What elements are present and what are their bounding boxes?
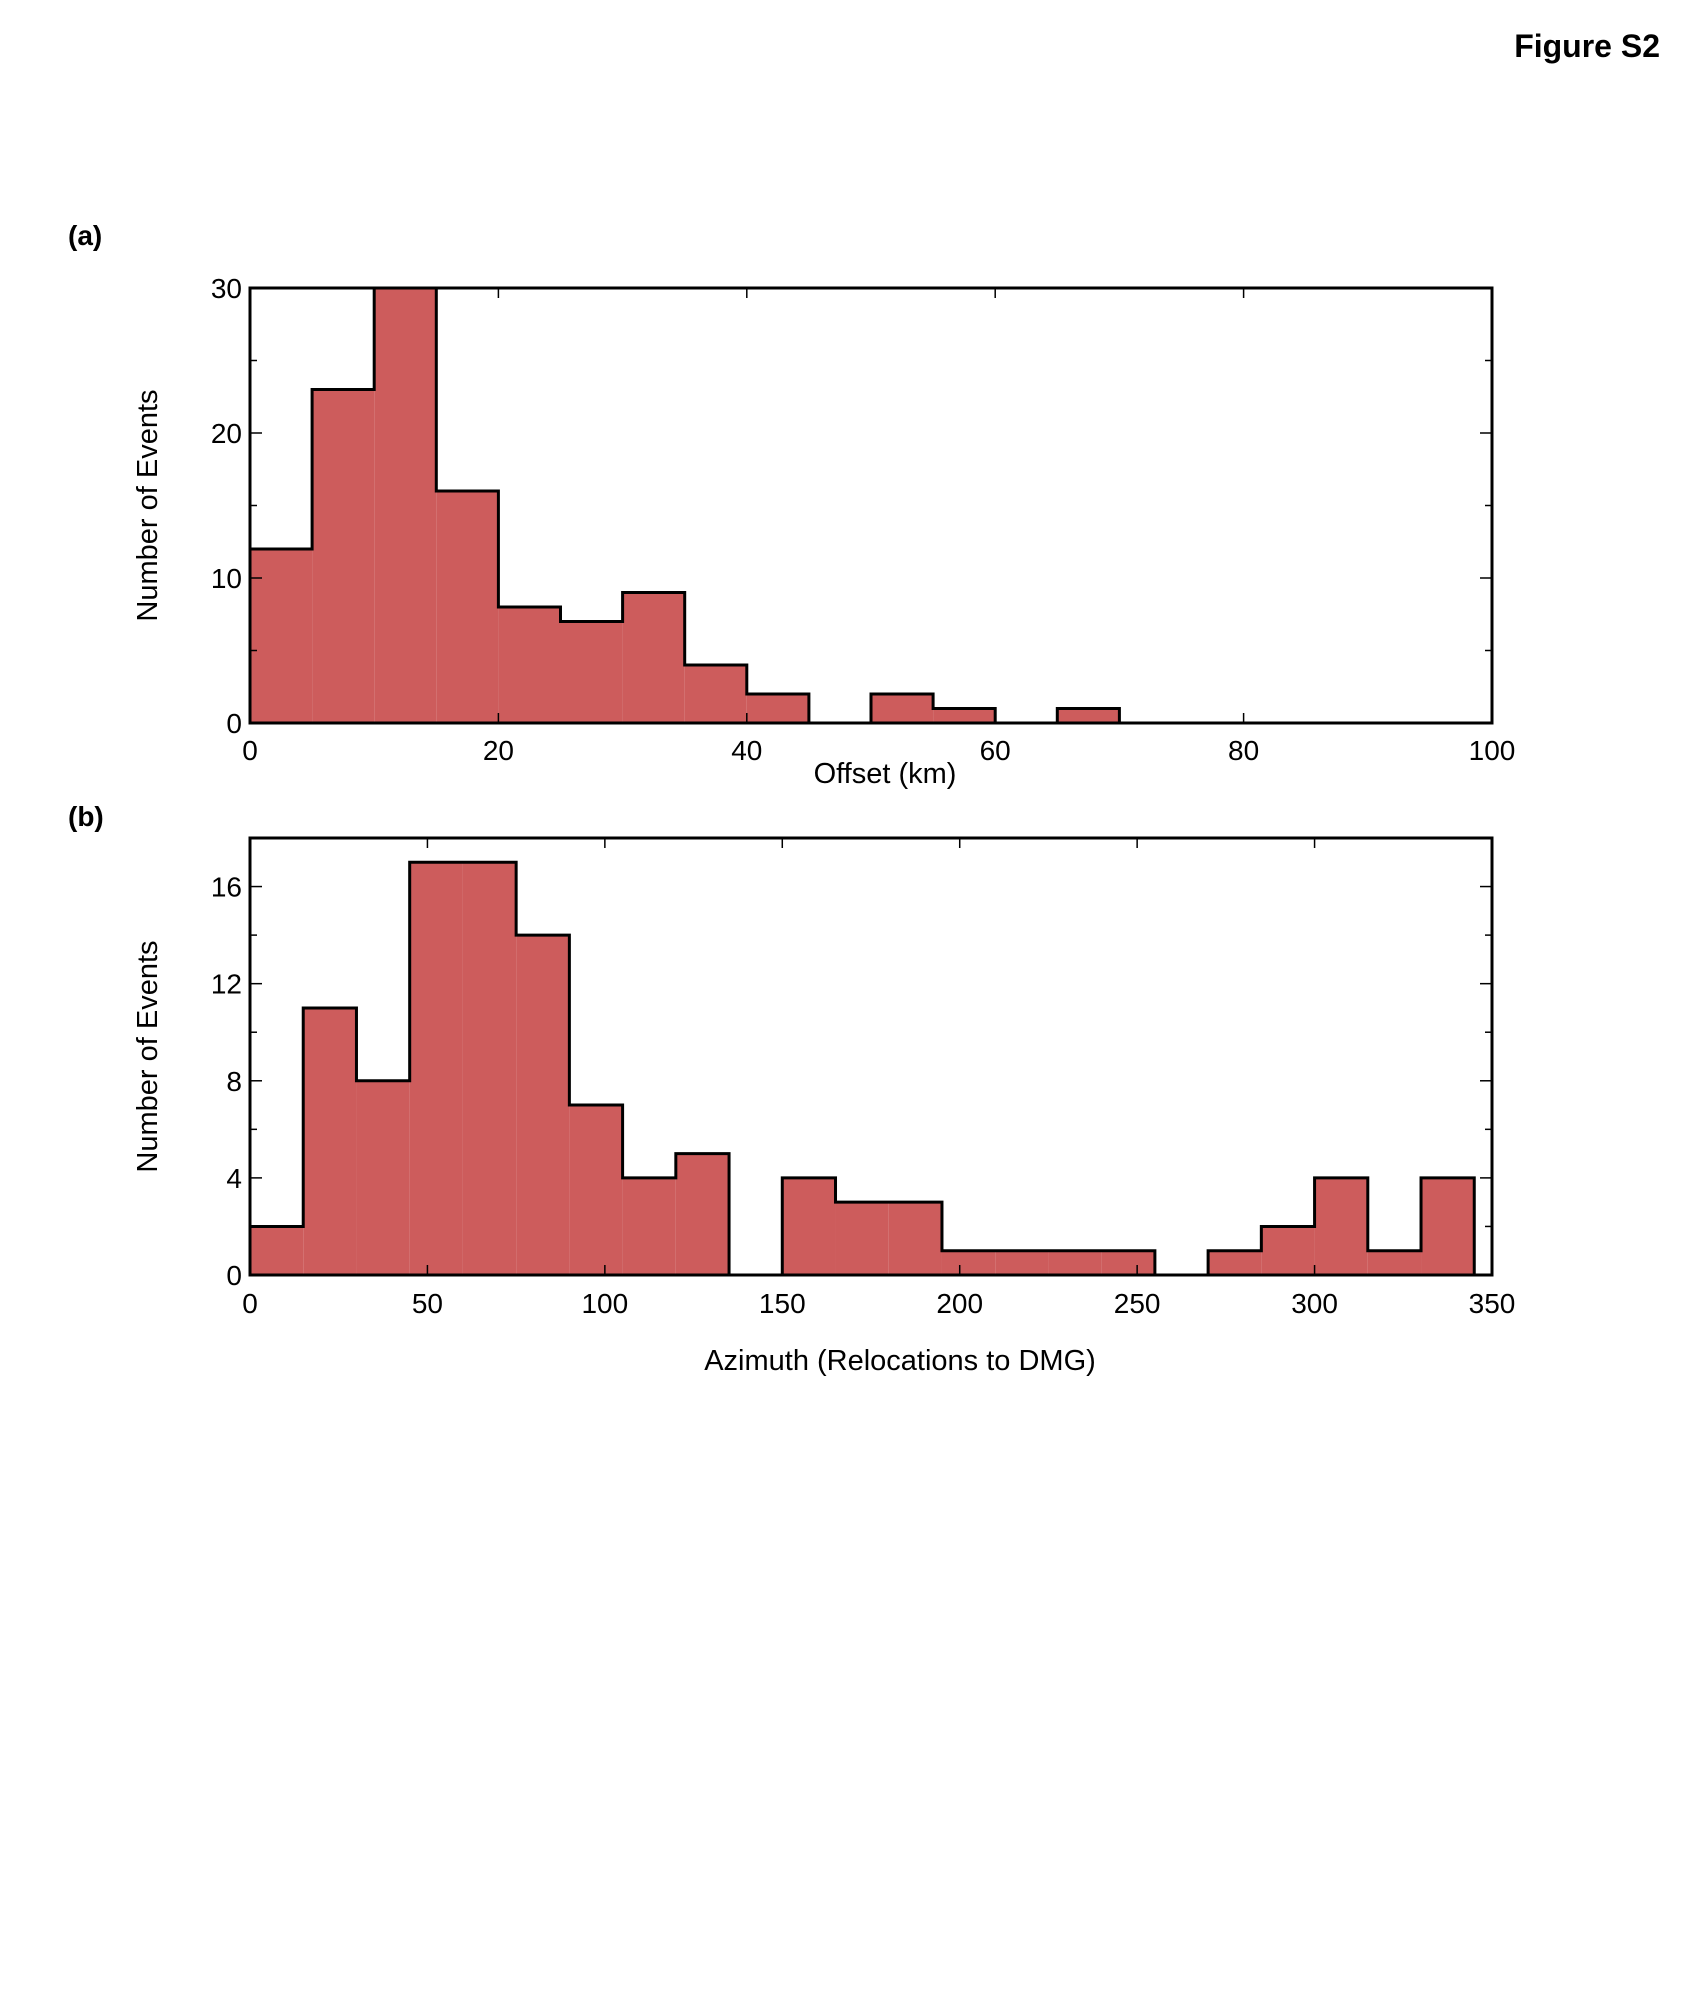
histogram-bar: [685, 665, 747, 723]
histogram-bar: [623, 1178, 676, 1275]
histogram-bar: [1102, 1251, 1155, 1275]
histogram-bar: [516, 935, 569, 1275]
panel-label: (b): [68, 801, 104, 832]
histogram-bar: [747, 694, 809, 723]
histogram-bar: [933, 709, 995, 724]
x-tick-label: 100: [1469, 735, 1516, 766]
histogram-bar: [374, 288, 436, 723]
x-tick-label: 0: [242, 1288, 258, 1319]
histogram-bar: [889, 1202, 942, 1275]
histogram-bar: [871, 694, 933, 723]
histogram-bar: [250, 1226, 303, 1275]
histogram-bar: [942, 1251, 995, 1275]
histogram-bar: [312, 390, 374, 724]
x-tick-label: 300: [1291, 1288, 1338, 1319]
x-tick-label: 0: [242, 735, 258, 766]
histogram-bar: [1261, 1226, 1314, 1275]
x-tick-label: 350: [1469, 1288, 1516, 1319]
panel-a: 0 20 40 60 80 100 0 10 20 30 Offset (km) Number of …: [68, 220, 1515, 790]
histogram-bar: [250, 549, 312, 723]
histogram-bar: [561, 622, 623, 724]
histogram-bar: [1057, 709, 1119, 724]
histogram-bar: [410, 862, 463, 1275]
histogram-bar: [356, 1081, 409, 1275]
y-axis-label: Number of Events: [132, 389, 164, 621]
y-tick-label: 0: [226, 708, 242, 739]
y-tick-label: 8: [226, 1066, 242, 1097]
y-tick-label: 4: [226, 1163, 242, 1194]
x-tick-label: 60: [980, 735, 1011, 766]
x-tick-label: 20: [483, 735, 514, 766]
histogram-bar: [463, 862, 516, 1275]
histogram-bar: [1048, 1251, 1101, 1275]
histogram-bar: [436, 491, 498, 723]
histogram-bar: [303, 1008, 356, 1275]
histogram-bar: [1368, 1251, 1421, 1275]
x-axis-label: Azimuth (Relocations to DMG): [704, 1345, 1096, 1377]
x-tick-label: 200: [936, 1288, 983, 1319]
histogram-bar: [995, 1251, 1048, 1275]
panel-label: (a): [68, 220, 102, 251]
histogram-bar: [1421, 1178, 1474, 1275]
x-axis-label: Offset (km): [814, 758, 957, 790]
histogram-bar: [836, 1202, 889, 1275]
x-tick-label: 40: [731, 735, 762, 766]
y-tick-label: 12: [211, 969, 242, 1000]
x-tick-label: 80: [1228, 735, 1259, 766]
histogram-bar: [676, 1154, 729, 1275]
x-tick-label: 100: [581, 1288, 628, 1319]
y-tick-label: 20: [211, 418, 242, 449]
x-tick-label: 250: [1114, 1288, 1161, 1319]
panel-b: 0 50 100 150 200 250 300 350 0 4 8 12 16 Azimuth (Rel…: [68, 801, 1515, 1377]
y-tick-label: 10: [211, 563, 242, 594]
histogram-bar: [1315, 1178, 1368, 1275]
histogram-bar: [782, 1178, 835, 1275]
y-axis-label: Number of Events: [132, 940, 164, 1172]
x-tick-label: 150: [759, 1288, 806, 1319]
y-tick-label: 30: [211, 273, 242, 304]
y-tick-label: 16: [211, 872, 242, 903]
histogram-bar: [498, 607, 560, 723]
histogram-bar: [623, 593, 685, 724]
histogram-bar: [1208, 1251, 1261, 1275]
histogram-bar: [569, 1105, 622, 1275]
x-tick-label: 50: [412, 1288, 443, 1319]
y-tick-label: 0: [226, 1260, 242, 1291]
